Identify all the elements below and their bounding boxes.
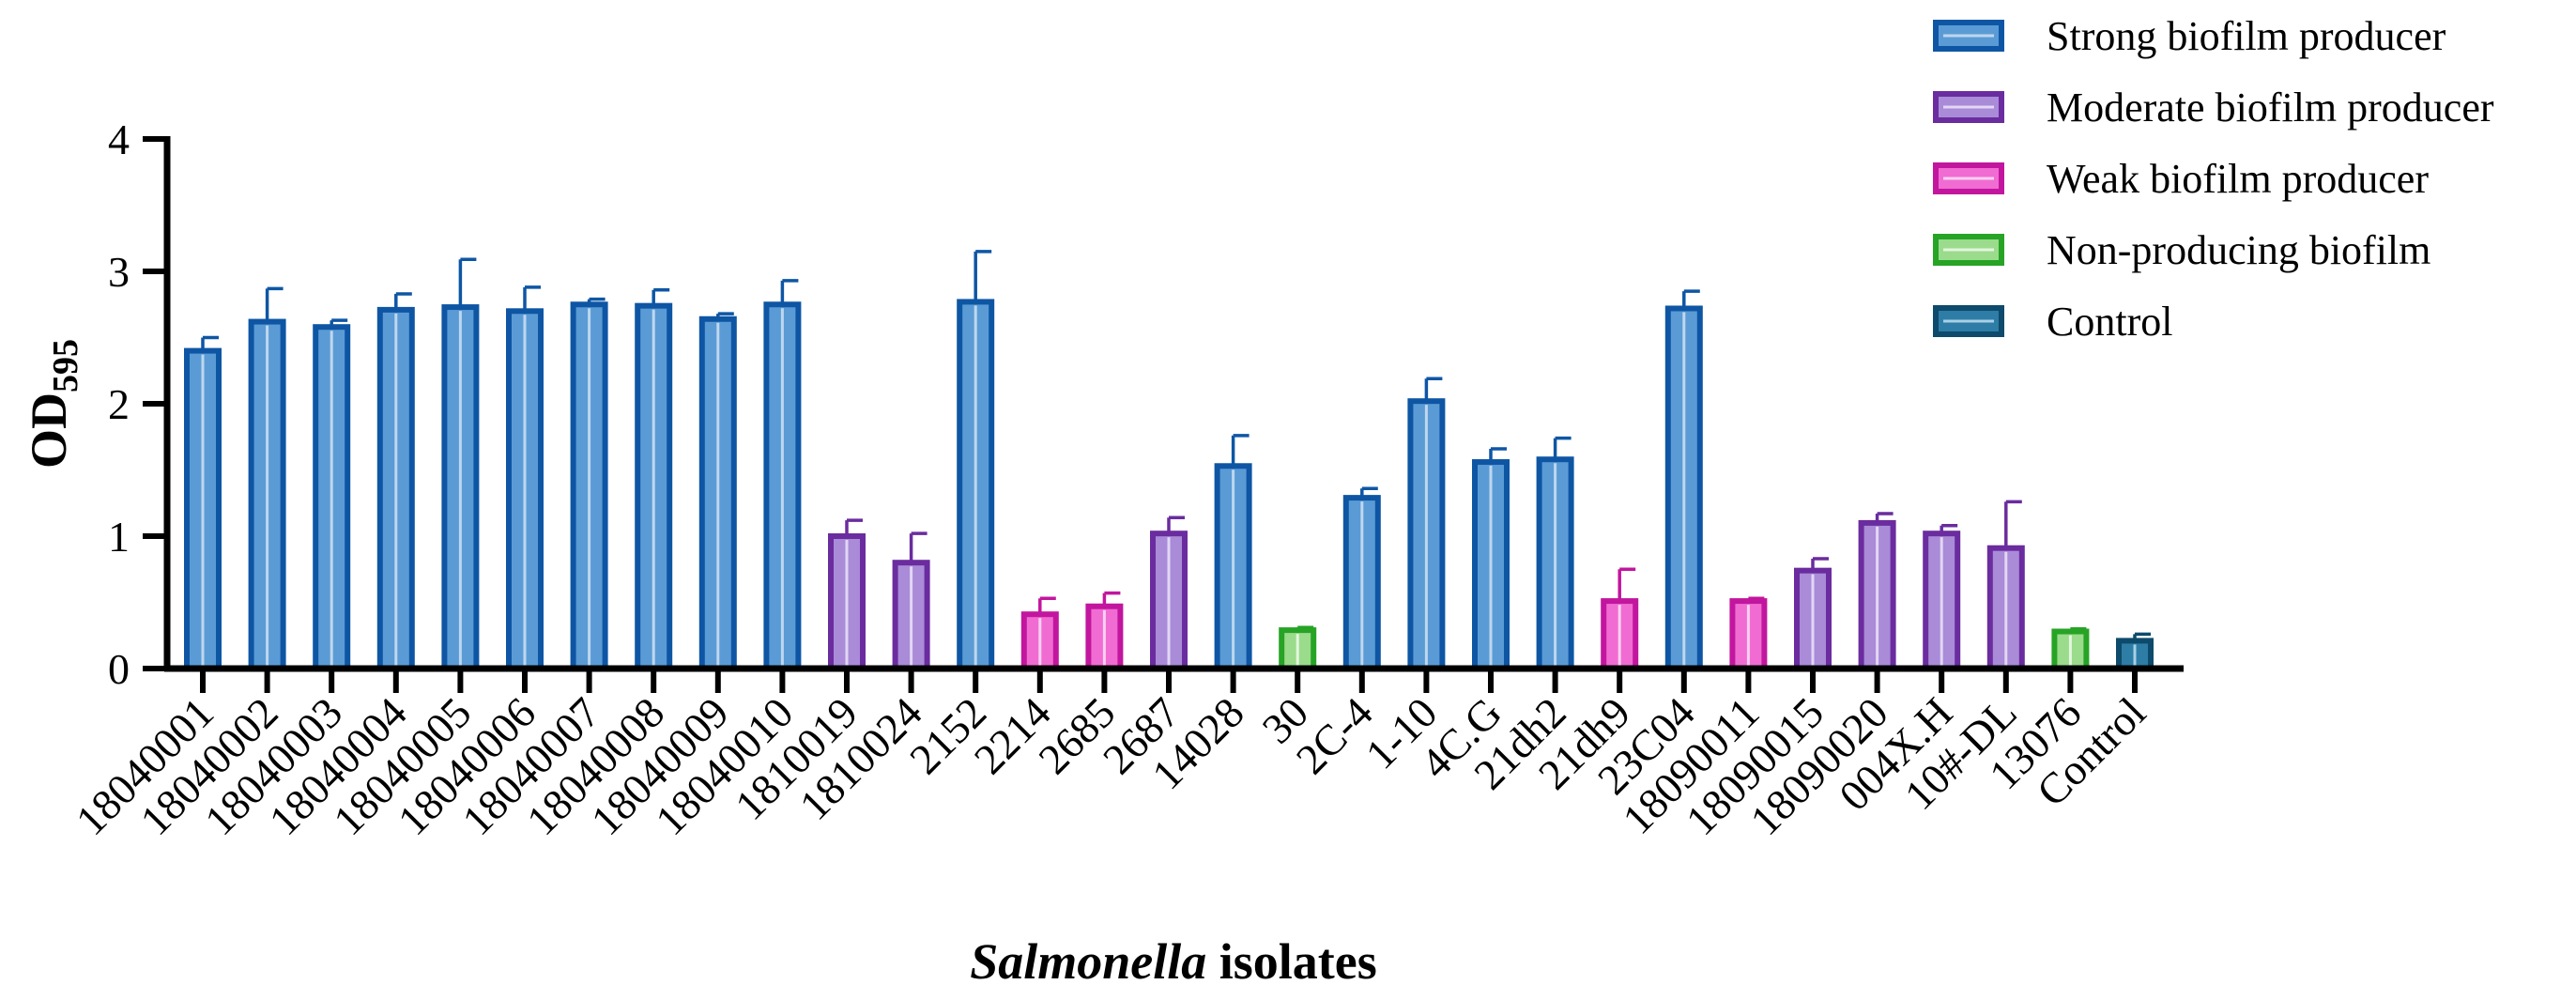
bar-18040010 [763,279,802,671]
bar-14028 [1214,434,1252,671]
bar-2C-4 [1342,486,1381,671]
legend-item: Strong biofilm producer [1933,13,2446,59]
bar-18040007 [570,297,608,671]
bar-10#-DL [1986,500,2025,671]
y-tick-label: 2 [108,380,130,428]
bar-21dh9 [1601,567,1639,672]
y-tick-label: 1 [108,513,130,561]
y-axis-title-main: OD [21,392,77,469]
bar-1-10 [1407,377,1446,671]
legend-label: Control [2047,299,2172,345]
bar-30 [1279,625,1317,671]
bar-18090015 [1794,557,1832,671]
bar-2152 [957,250,995,671]
x-tick-labels: 1804000118040002180400031804000418040005… [67,688,2154,844]
y-tick-labels: 0 1 2 3 4 [108,115,130,693]
bar-4C.G [1472,447,1510,672]
legend-item: Non-producing biofilm [1933,227,2430,273]
legend-item: Weak biofilm producer [1933,156,2429,202]
axes-group [143,136,2184,693]
bar-18040003 [313,318,351,671]
y-tick-label: 0 [108,645,130,693]
x-axis-title-rest: isolates [1206,933,1377,990]
legend-item: Moderate biofilm producer [1933,85,2494,131]
bar-13076 [2051,626,2090,672]
bar-004X.H [1923,523,1961,671]
legend-label: Moderate biofilm producer [2047,85,2494,131]
bar-1810024 [892,531,930,672]
bar-23C04 [1664,289,1703,671]
legend-label: Strong biofilm producer [2047,13,2446,59]
bar-2687 [1150,515,1188,671]
x-axis-title-italic: Salmonella [970,933,1206,990]
legend: Strong biofilm producer Moderate biofilm … [1933,13,2494,345]
bars-group [184,250,2154,672]
bar-18090011 [1729,596,1768,672]
bar-18040002 [248,286,286,671]
bar-18040009 [698,312,737,671]
bar-18040001 [184,335,222,671]
bar-1810019 [828,518,866,671]
legend-item: Control [1933,299,2172,345]
bar-21dh2 [1536,436,1574,671]
y-tick-label: 3 [108,248,130,296]
x-axis-title: Salmonella isolates [970,933,1377,990]
y-tick-label: 4 [108,115,130,163]
legend-label: Non-producing biofilm [2047,227,2430,273]
bar-18040008 [635,287,673,671]
bar-2685 [1085,591,1124,671]
legend-label: Weak biofilm producer [2047,156,2429,202]
bar-18090020 [1858,512,1896,672]
y-axis-title-subscript: 595 [46,339,85,392]
bar-18040005 [441,257,480,671]
bar-18040004 [376,292,415,671]
bar-18040006 [506,285,544,671]
y-axis-title: OD595 [21,339,85,469]
bar-Control [2116,632,2154,672]
bar-2214 [1020,596,1059,672]
